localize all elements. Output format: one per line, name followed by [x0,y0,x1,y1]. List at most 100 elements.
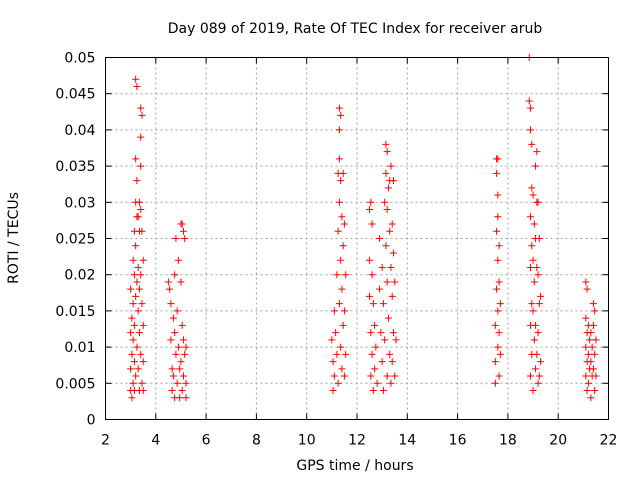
data-point [167,336,175,344]
tick-labels: 0 0.005 0.01 0.015 0.02 0.025 0.03 0.035 0.04 0.0… [55,51,617,449]
data-point [589,365,597,373]
data-point [529,387,537,395]
y-tick-label: 0.04 [64,123,95,139]
data-point [132,372,140,380]
data-point [334,227,342,235]
data-point [529,191,537,199]
data-point [368,350,376,358]
data-point [534,379,542,387]
data-point [130,321,138,329]
y-tick-label: 0.01 [64,340,95,356]
data-point [174,343,182,351]
data-point [383,148,391,156]
data-point [137,271,145,279]
data-point [376,285,384,293]
chart-title: Day 089 of 2019, Rate Of TEC Index for r… [168,21,543,37]
x-tick-label: 22 [600,433,618,449]
data-point [591,387,599,395]
data-point [335,126,343,134]
data-point [532,162,540,170]
data-point [587,358,595,366]
data-point [333,350,341,358]
data-point [591,350,599,358]
data-point [337,111,345,119]
y-tick-label: 0.015 [55,304,95,320]
data-point [388,358,396,366]
data-point [129,379,137,387]
data-point [178,321,186,329]
data-point [169,372,177,380]
data-point [583,285,591,293]
data-point [132,155,140,163]
data-point [494,191,502,199]
y-tick-label: 0.025 [55,232,95,248]
data-point [173,307,181,315]
data-point [527,126,535,134]
data-point [338,213,346,221]
x-tick-label: 16 [449,433,467,449]
data-point [127,365,135,373]
data-point [537,292,545,300]
data-point [137,206,145,214]
data-point [367,198,375,206]
data-point [137,350,145,358]
grid [105,57,609,420]
data-point [176,365,184,373]
x-tick-label: 8 [252,433,261,449]
data-point [586,336,594,344]
data-point [383,206,391,214]
data-point [130,358,138,366]
data-point [128,350,136,358]
data-point [179,227,187,235]
data-point [174,256,182,264]
data-point [527,263,535,271]
data-point [334,379,342,387]
data-point [495,329,503,337]
data-point [366,292,374,300]
data-point [529,256,537,264]
data-point [139,358,147,366]
data-point [139,321,147,329]
data-point [495,278,503,286]
data-point [376,235,384,242]
data-point [134,213,142,221]
data-point [172,350,180,358]
data-point [591,307,599,315]
data-point [337,343,345,351]
data-point [182,394,190,402]
data-point [178,220,186,228]
data-point [584,350,592,358]
data-point [528,140,536,148]
data-point [588,343,596,351]
data-point [330,307,338,315]
y-tick-label: 0.035 [55,159,95,175]
data-point [138,379,146,387]
data-point [128,314,136,322]
data-point [528,242,536,250]
y-axis-label: ROTI / TECUs [6,192,22,284]
data-point [179,372,187,380]
data-point [177,278,185,286]
data-point [164,278,172,286]
data-point [138,111,146,119]
data-point [373,379,381,387]
data-point [371,321,379,329]
data-point [382,242,390,250]
x-tick-label: 2 [101,433,110,449]
data-point [366,256,374,264]
data-point [333,271,341,279]
data-point [182,343,190,351]
y-tick-label: 0.005 [55,376,95,392]
plot-frame [105,57,609,420]
data-point [379,387,387,395]
data-point [367,329,375,337]
data-point [391,278,399,286]
data-point [337,256,345,264]
data-point [391,372,399,380]
data-point [127,285,135,293]
data-point [587,394,595,402]
data-point [177,358,185,366]
y-tick-label: 0.05 [64,51,95,67]
data-point [330,372,338,380]
x-tick-label: 14 [398,433,416,449]
